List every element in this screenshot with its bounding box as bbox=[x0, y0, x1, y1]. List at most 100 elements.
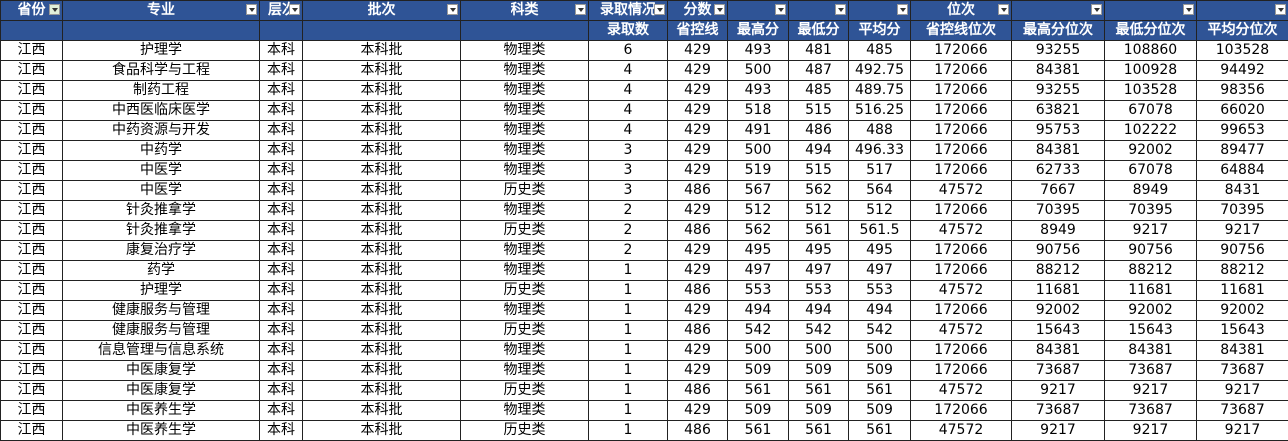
filter-button[interactable] bbox=[246, 4, 257, 15]
filter-button[interactable] bbox=[714, 4, 725, 15]
cell: 515 bbox=[788, 100, 849, 121]
cell: 429 bbox=[667, 120, 728, 141]
cell: 本科 bbox=[259, 260, 303, 281]
cell: 9217 bbox=[1011, 380, 1105, 401]
cell: 历史类 bbox=[460, 280, 589, 301]
cell: 9217 bbox=[1104, 380, 1197, 401]
cell: 本科批 bbox=[302, 120, 461, 141]
cell: 62733 bbox=[1011, 160, 1105, 181]
cell: 172066 bbox=[910, 160, 1012, 181]
cell: 172066 bbox=[910, 340, 1012, 361]
cell: 本科批 bbox=[302, 180, 461, 201]
cell: 本科 bbox=[259, 80, 303, 101]
cell: 108860 bbox=[1104, 40, 1197, 61]
filter-button[interactable] bbox=[447, 4, 458, 15]
header-title: 专业 bbox=[147, 2, 175, 18]
cell: 物理类 bbox=[460, 200, 589, 221]
cell: 历史类 bbox=[460, 320, 589, 341]
header-cell: 层次 bbox=[259, 0, 303, 21]
cell: 92002 bbox=[1011, 300, 1105, 321]
cell: 本科 bbox=[259, 360, 303, 381]
cell: 512 bbox=[848, 200, 911, 221]
cell: 物理类 bbox=[460, 80, 589, 101]
cell: 历史类 bbox=[460, 180, 589, 201]
cell: 本科 bbox=[259, 320, 303, 341]
data-row: 江西 中药学 本科 本科批 物理类 3 429 500 494 496.33 172066 84381… bbox=[0, 140, 1288, 161]
cell: 92002 bbox=[1104, 300, 1197, 321]
cell: 健康服务与管理 bbox=[62, 320, 260, 341]
header-subtitle: 最低分位次 bbox=[1115, 22, 1186, 38]
header-subtitle: 录取数 bbox=[607, 22, 649, 38]
cell: 561 bbox=[788, 220, 849, 241]
cell: 本科批 bbox=[302, 380, 461, 401]
filter-button[interactable] bbox=[1275, 4, 1286, 15]
header-row: 省份 专业 层次 批次 科类 录取情况 分数 位次 bbox=[0, 0, 1288, 21]
cell: 本科 bbox=[259, 40, 303, 61]
cell: 47572 bbox=[910, 420, 1012, 441]
cell: 江西 bbox=[0, 200, 63, 221]
cell: 494 bbox=[788, 300, 849, 321]
cell: 中医康复学 bbox=[62, 380, 260, 401]
header-cell bbox=[259, 20, 303, 41]
cell: 1 bbox=[588, 380, 668, 401]
cell: 95753 bbox=[1011, 120, 1105, 141]
filter-button[interactable] bbox=[775, 4, 786, 15]
cell: 8431 bbox=[1196, 180, 1288, 201]
data-row: 江西 健康服务与管理 本科 本科批 物理类 1 429 494 494 494 172066 9200… bbox=[0, 300, 1288, 321]
cell: 84381 bbox=[1011, 60, 1105, 81]
cell: 517 bbox=[848, 160, 911, 181]
cell: 江西 bbox=[0, 360, 63, 381]
cell: 4 bbox=[588, 60, 668, 81]
cell: 509 bbox=[848, 400, 911, 421]
filter-button[interactable] bbox=[49, 4, 60, 15]
header-cell: 最高分 bbox=[727, 20, 789, 41]
cell: 172066 bbox=[910, 100, 1012, 121]
cell: 553 bbox=[727, 280, 789, 301]
cell: 561 bbox=[788, 420, 849, 441]
cell: 4 bbox=[588, 120, 668, 141]
cell: 3 bbox=[588, 140, 668, 161]
cell: 江西 bbox=[0, 340, 63, 361]
cell: 1 bbox=[588, 420, 668, 441]
filter-button[interactable] bbox=[289, 4, 300, 15]
cell: 中医康复学 bbox=[62, 360, 260, 381]
cell: 103528 bbox=[1104, 80, 1197, 101]
filter-button[interactable] bbox=[835, 4, 846, 15]
filter-button[interactable] bbox=[998, 4, 1009, 15]
cell: 本科批 bbox=[302, 40, 461, 61]
filter-button[interactable] bbox=[654, 4, 665, 15]
cell: 江西 bbox=[0, 140, 63, 161]
cell: 历史类 bbox=[460, 380, 589, 401]
filter-button[interactable] bbox=[1091, 4, 1102, 15]
header-subtitle: 平均分 bbox=[858, 22, 901, 38]
cell: 本科 bbox=[259, 160, 303, 181]
filter-button[interactable] bbox=[1183, 4, 1194, 15]
cell: 针灸推拿学 bbox=[62, 220, 260, 241]
cell: 429 bbox=[667, 80, 728, 101]
cell: 486 bbox=[667, 220, 728, 241]
cell: 516.25 bbox=[848, 100, 911, 121]
cell: 1 bbox=[588, 320, 668, 341]
cell: 药学 bbox=[62, 260, 260, 281]
cell: 中药学 bbox=[62, 140, 260, 161]
cell: 495 bbox=[727, 240, 789, 261]
cell: 429 bbox=[667, 400, 728, 421]
cell: 172066 bbox=[910, 400, 1012, 421]
cell: 562 bbox=[788, 180, 849, 201]
filter-button[interactable] bbox=[897, 4, 908, 15]
cell: 物理类 bbox=[460, 260, 589, 281]
cell: 172066 bbox=[910, 260, 1012, 281]
filter-button[interactable] bbox=[575, 4, 586, 15]
cell: 73687 bbox=[1196, 400, 1288, 421]
cell: 江西 bbox=[0, 60, 63, 81]
cell: 中医学 bbox=[62, 160, 260, 181]
cell: 429 bbox=[667, 140, 728, 161]
cell: 84381 bbox=[1104, 340, 1197, 361]
header-cell bbox=[848, 0, 911, 21]
cell: 江西 bbox=[0, 260, 63, 281]
cell: 本科 bbox=[259, 60, 303, 81]
cell: 中医学 bbox=[62, 180, 260, 201]
cell: 江西 bbox=[0, 120, 63, 141]
cell: 84381 bbox=[1011, 340, 1105, 361]
